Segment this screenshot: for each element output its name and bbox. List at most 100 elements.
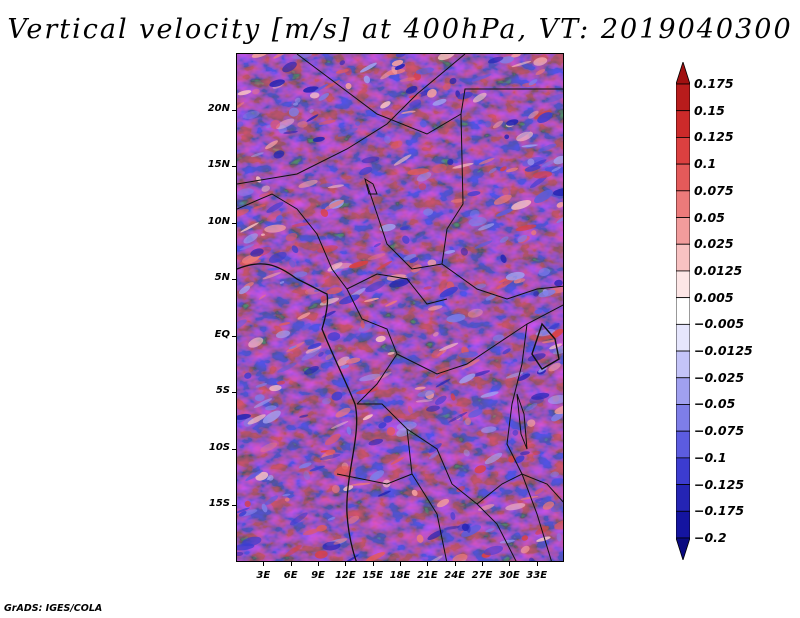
downdraft-patch [306, 114, 319, 122]
updraft-patch [324, 433, 341, 446]
colorbar-label: 0.15 [694, 102, 725, 118]
updraft-patch [269, 385, 282, 392]
colorbar-label: −0.1 [694, 449, 727, 465]
updraft-patch [431, 348, 443, 359]
updraft-patch [367, 253, 386, 260]
updraft-patch [242, 254, 260, 264]
updraft-patch [385, 300, 398, 307]
downdraft-patch [322, 398, 331, 405]
downdraft-patch [384, 135, 391, 144]
downdraft-patch [275, 330, 291, 339]
updraft-patch [258, 192, 271, 198]
updraft-patch [390, 457, 404, 465]
updraft-patch [298, 179, 318, 188]
updraft-patch [474, 465, 487, 474]
updraft-patch [251, 54, 269, 58]
downdraft-patch [237, 413, 251, 420]
downdraft-patch [506, 119, 519, 126]
updraft-patch [435, 371, 446, 379]
downdraft-patch [551, 501, 563, 513]
downdraft-patch [444, 249, 456, 254]
downdraft-patch [474, 240, 493, 249]
updraft-patch [550, 328, 563, 339]
downdraft-patch [474, 283, 487, 289]
downdraft-patch [251, 152, 264, 158]
lat-label: 15S [208, 498, 230, 510]
updraft-patch [346, 357, 361, 364]
lon-label: 15E [362, 570, 384, 581]
lat-tick [232, 109, 236, 111]
colorbar-label: −0.075 [694, 423, 745, 439]
downdraft-patch [469, 209, 480, 219]
downdraft-patch [262, 410, 281, 424]
downdraft-patch [307, 342, 322, 350]
updraft-patch [511, 60, 532, 68]
downdraft-patch [530, 159, 547, 168]
updraft-patch [248, 337, 264, 348]
updraft-patch [413, 72, 422, 81]
lat-label: 10S [208, 441, 230, 453]
updraft-patch [520, 495, 539, 500]
updraft-patch [533, 57, 548, 66]
downdraft-patch [531, 392, 550, 400]
updraft-patch [415, 399, 433, 403]
downdraft-patch [492, 334, 504, 342]
updraft-patch [418, 183, 427, 191]
downdraft-patch [312, 136, 325, 142]
updraft-patch [244, 500, 251, 507]
updraft-patch [428, 305, 443, 311]
updraft-patch [452, 553, 468, 561]
downdraft-patch [377, 490, 391, 497]
updraft-patch [461, 359, 480, 370]
downdraft-patch [268, 251, 287, 263]
updraft-patch [472, 92, 487, 103]
updraft-patch [320, 295, 327, 304]
downdraft-patch [265, 405, 277, 411]
updraft-patch [247, 414, 266, 425]
downdraft-patch [554, 279, 563, 287]
downdraft-patch [485, 293, 497, 301]
updraft-patch [302, 528, 320, 536]
downdraft-patch [301, 349, 320, 361]
downdraft-patch [499, 236, 509, 243]
downdraft-patch [346, 426, 352, 435]
colorbar [676, 62, 690, 560]
downdraft-patch [468, 409, 483, 418]
colorbar-label: −0.025 [694, 369, 745, 385]
downdraft-patch [435, 395, 447, 405]
colorbar-cell [676, 377, 690, 405]
updraft-patch [319, 297, 340, 306]
updraft-patch [411, 489, 418, 497]
downdraft-patch [556, 533, 562, 542]
downdraft-patch [318, 352, 324, 357]
downdraft-patch [519, 451, 530, 456]
coastline-west [237, 263, 358, 561]
colorbar-label: 0.1 [694, 156, 717, 172]
downdraft-patch [242, 110, 260, 120]
updraft-patch [362, 414, 373, 421]
lon-tick [536, 562, 538, 566]
lat-tick [232, 222, 236, 224]
updraft-patch [364, 297, 379, 302]
updraft-patch [318, 119, 336, 125]
lon-label: 21E [416, 570, 438, 581]
downdraft-patch [552, 345, 563, 355]
downdraft-patch [266, 202, 284, 213]
lon-tick [400, 562, 401, 566]
downdraft-patch [448, 411, 468, 423]
updraft-patch [516, 131, 534, 142]
downdraft-patch [553, 155, 563, 165]
border-south [406, 428, 448, 561]
downdraft-patch [327, 516, 336, 521]
updraft-patch [542, 501, 555, 510]
downdraft-patch [269, 79, 285, 88]
updraft-patch [521, 535, 529, 541]
downdraft-patch [383, 415, 393, 423]
downdraft-patch [505, 372, 524, 379]
updraft-patch [511, 199, 532, 210]
downdraft-patch [505, 271, 525, 281]
downdraft-patch [528, 557, 536, 561]
updraft-patch [513, 278, 526, 284]
downdraft-patch [405, 85, 418, 94]
colorbar-cell [676, 350, 690, 379]
